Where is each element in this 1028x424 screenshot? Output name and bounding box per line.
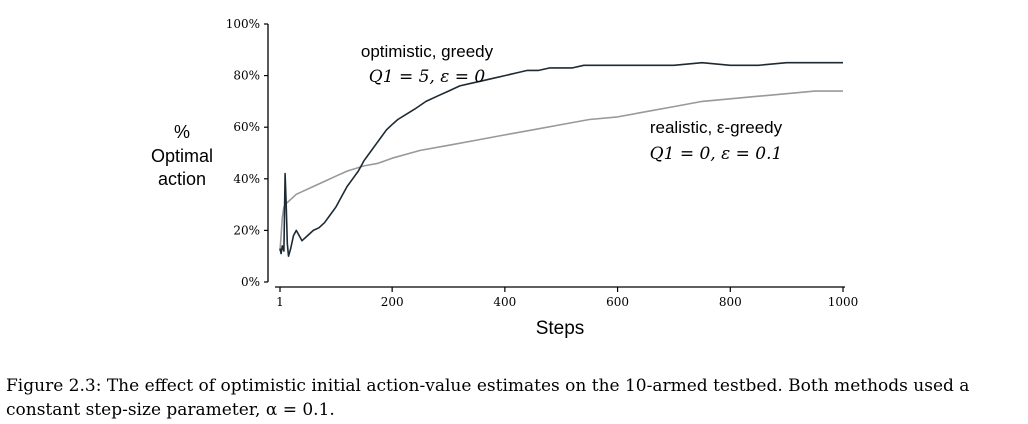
- x-tick-label: 200: [381, 295, 404, 309]
- figure-caption: Figure 2.3: The effect of optimistic ini…: [6, 376, 970, 420]
- x-ticks: 1 200 400 600 800 1000: [276, 287, 858, 309]
- y-tick-label: 20%: [233, 223, 260, 237]
- y-tick-label: 60%: [233, 120, 260, 134]
- x-axis-label: Steps: [536, 318, 585, 339]
- y-tick-label: 80%: [233, 69, 260, 83]
- y-ticks: 0% 20% 40% 60% 80% 100%: [226, 17, 268, 289]
- x-tick-label: 600: [606, 295, 629, 309]
- annotation-optimistic-title: optimistic, greedy: [361, 42, 494, 61]
- x-tick-label: 1000: [828, 295, 859, 309]
- series-line-optimistic-greedy: [279, 61, 843, 257]
- annotation-realistic-params: Q1 = 0, ε = 0.1: [650, 144, 783, 164]
- x-tick-label: 400: [493, 295, 516, 309]
- y-axis-label-line1: %: [174, 122, 190, 142]
- y-axis-label-line3: action: [158, 169, 206, 189]
- series-layer: [279, 61, 843, 257]
- series-line-realistic-epsilon-greedy: [279, 90, 843, 252]
- y-tick-label: 0%: [241, 275, 260, 289]
- x-tick-label: 1: [276, 295, 284, 309]
- y-tick-label: 40%: [233, 172, 260, 186]
- annotation-optimistic-params: Q1 = 5, ε = 0: [369, 67, 486, 87]
- annotation-realistic-title: realistic, ε-greedy: [650, 118, 783, 137]
- y-axis-label-line2: Optimal: [151, 146, 213, 166]
- x-tick-label: 800: [719, 295, 742, 309]
- y-tick-label: 100%: [226, 17, 260, 31]
